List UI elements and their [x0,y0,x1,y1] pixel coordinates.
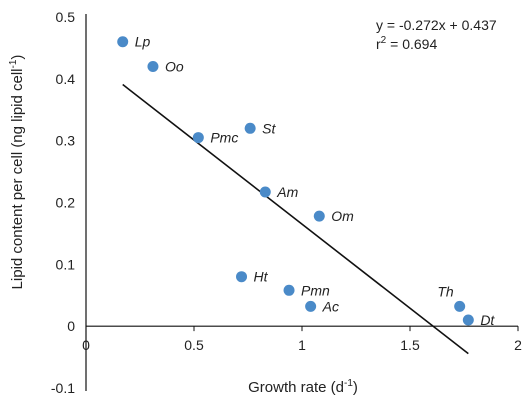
x-tick-label: 2 [514,337,522,353]
point-label: Am [276,184,298,200]
y-tick-label: -0.1 [51,380,75,396]
point-label: Dt [480,312,495,328]
data-point [192,132,204,144]
x-tick-label: 1.5 [400,337,420,353]
point-label: Ht [254,269,269,285]
y-tick-label: 0.5 [56,9,76,25]
trend-line [122,83,469,355]
data-point [313,210,325,222]
data-point [147,60,159,72]
y-tick-label: 0.3 [56,133,76,149]
point-label: Pmc [210,130,238,146]
y-axis-title: Lipid content per cell (ng lipid cell-1) [8,55,26,290]
y-tick-label: 0.2 [56,195,76,211]
data-point [305,300,317,312]
y-tick-label: 0.4 [56,71,76,87]
x-tick-label: 1 [298,337,306,353]
data-point [462,314,474,326]
point-label: Ac [322,298,339,314]
y-tick-label: 0 [67,318,75,334]
data-point [244,122,256,134]
data-point [259,186,271,198]
point-label: Oo [165,58,184,74]
r-squared: r2 = 0.694 [376,35,437,52]
regression-equation: y = -0.272x + 0.437 [376,17,497,33]
point-label: Pmn [301,282,330,298]
point-label: St [262,120,276,136]
data-point [454,300,466,312]
y-tick-labels: -0.1 0 0.1 0.2 0.3 0.4 0.5 [51,9,75,396]
x-axis-title: Growth rate (d-1) [248,378,358,396]
data-point [236,271,248,283]
x-tick-marks [85,326,519,332]
y-tick-label: 0.1 [56,256,76,272]
x-tick-labels: 00.511.52 [82,337,522,353]
data-point [117,36,129,48]
data-point [283,284,295,296]
point-label: Lp [135,34,151,50]
x-tick-label: 0.5 [184,337,204,353]
point-label: Th [437,283,454,299]
point-label: Om [331,208,354,224]
